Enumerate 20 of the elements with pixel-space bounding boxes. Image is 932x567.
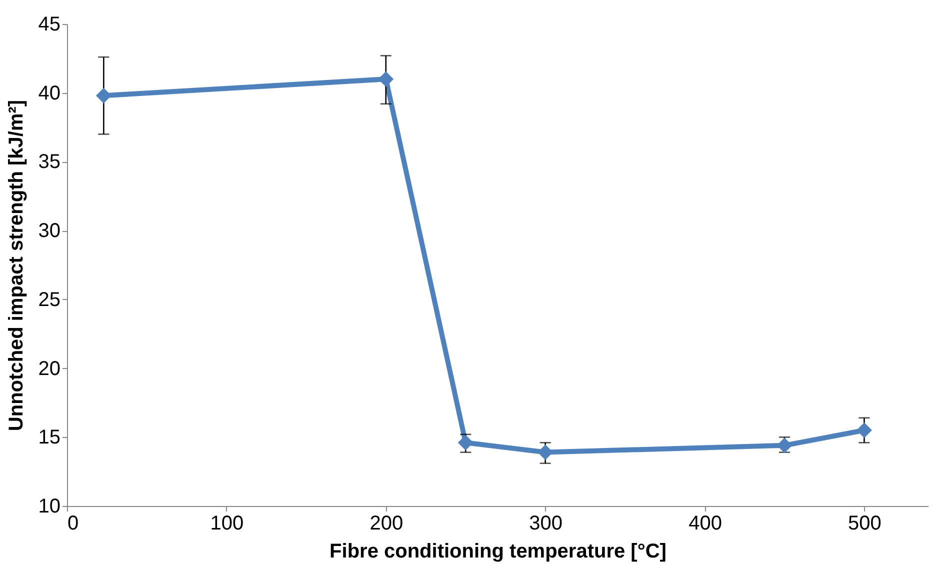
y-tick-label: 30 xyxy=(38,220,60,242)
y-tick-label: 10 xyxy=(38,496,60,518)
y-tick-label: 40 xyxy=(38,82,60,104)
y-axis-title: Unnotched impact strength [kJ/m²] xyxy=(5,100,28,432)
point xyxy=(458,434,474,450)
y-tick-label: 25 xyxy=(38,288,60,311)
x-tick-label: 500 xyxy=(848,512,882,534)
y-tick-label: 15 xyxy=(38,426,60,449)
x-tick-label: 300 xyxy=(529,512,563,534)
x-tick-label: 0 xyxy=(68,512,79,534)
point xyxy=(96,88,112,104)
x-tick-label: 200 xyxy=(370,512,404,534)
x-tick-label: 400 xyxy=(688,512,722,534)
point xyxy=(378,71,394,87)
x-tick-label: 100 xyxy=(210,512,244,534)
x-axis-title: Fibre conditioning temperature [°C] xyxy=(330,540,666,562)
y-tick-label: 35 xyxy=(38,151,60,174)
y-tick-label: 45 xyxy=(38,14,60,36)
y-tick-label: 20 xyxy=(38,358,60,380)
point xyxy=(856,422,872,438)
